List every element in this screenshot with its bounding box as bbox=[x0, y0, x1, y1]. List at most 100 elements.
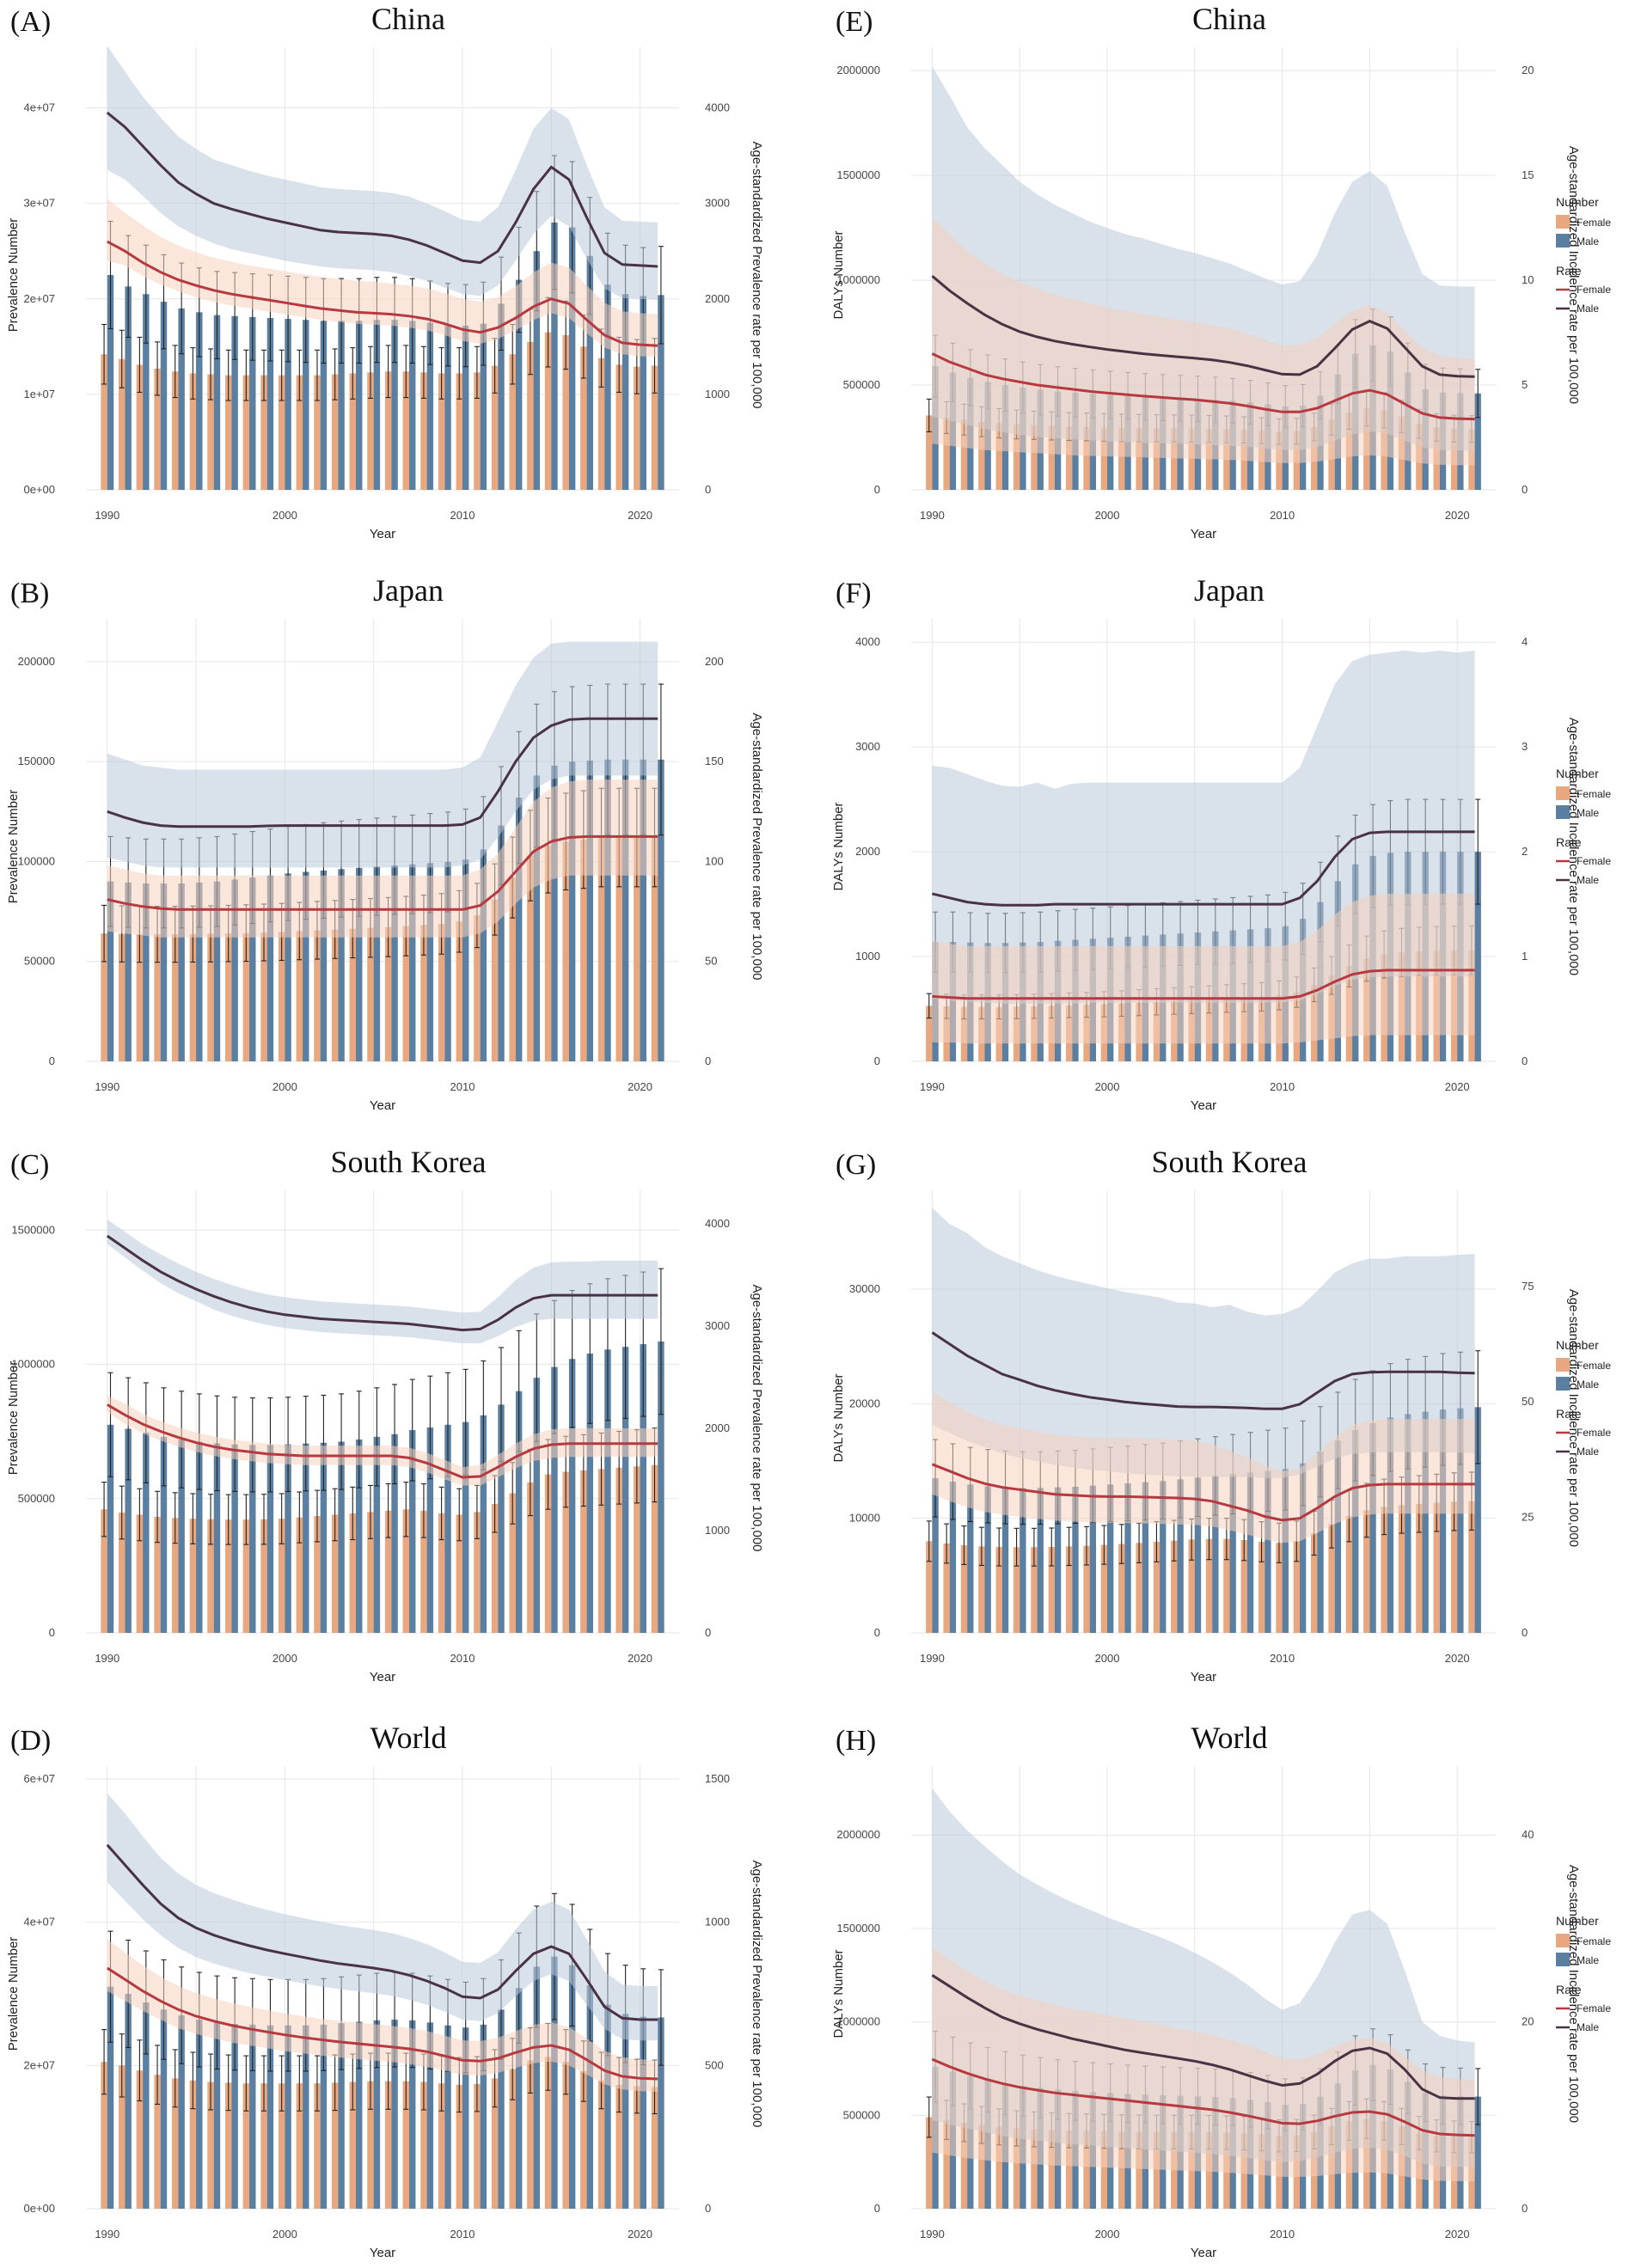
female-bar bbox=[527, 855, 534, 1061]
legend-male-label: Male bbox=[1577, 1379, 1599, 1391]
y2-axis-title: Age-standardized Incidence rate per 100,… bbox=[1566, 146, 1581, 404]
female-bar bbox=[420, 372, 427, 490]
x-tick-label: 2020 bbox=[628, 1080, 652, 1093]
female-bar bbox=[1450, 1501, 1458, 1633]
male-bar bbox=[622, 1347, 629, 1633]
female-bar bbox=[491, 899, 499, 1061]
panel-title: Japan bbox=[373, 573, 444, 608]
legend-female-swatch bbox=[1556, 1358, 1570, 1372]
y-tick-label: 1500000 bbox=[836, 168, 880, 181]
legend-number-title: Number bbox=[1556, 195, 1599, 209]
male-bar bbox=[1369, 1423, 1376, 1633]
y2-axis-title: Age-standardized Prevalence rate per 100… bbox=[750, 1860, 764, 2127]
male-bar bbox=[338, 869, 345, 1061]
female-bar bbox=[314, 1516, 321, 1633]
female-bar bbox=[224, 1519, 232, 1633]
female-rate-line bbox=[106, 1966, 658, 2081]
male-rate-line bbox=[106, 111, 658, 268]
x-tick-label: 1990 bbox=[920, 1652, 945, 1665]
male-bar bbox=[586, 255, 594, 490]
female-bar bbox=[207, 1519, 214, 1633]
male-bar bbox=[249, 316, 256, 490]
female-bar bbox=[1381, 1507, 1387, 1633]
x-tick-label: 2010 bbox=[450, 2228, 475, 2240]
female-bar bbox=[136, 934, 144, 1061]
male-bar bbox=[1001, 1487, 1009, 1633]
y-tick-label: 3e+07 bbox=[23, 197, 55, 210]
female-bar bbox=[154, 1517, 161, 1633]
female-bar bbox=[1118, 427, 1125, 490]
female-bar bbox=[562, 1471, 569, 1633]
male-bar bbox=[303, 320, 309, 490]
male-bar bbox=[320, 2024, 328, 2209]
male-bar bbox=[444, 2025, 451, 2209]
bars bbox=[926, 1407, 1481, 1633]
male-bar bbox=[1246, 1472, 1254, 1633]
y2-tick-label: 0 bbox=[705, 2202, 711, 2215]
male-bar bbox=[640, 759, 646, 1061]
female-bar bbox=[1205, 429, 1213, 490]
female-bar bbox=[242, 2083, 250, 2209]
male-bar bbox=[1177, 1479, 1184, 1633]
female-bar bbox=[278, 2083, 285, 2209]
female-bar bbox=[1118, 1544, 1125, 1633]
male-bar bbox=[231, 2024, 238, 2209]
female-bar bbox=[597, 2080, 605, 2209]
y-tick-label: 0 bbox=[49, 1626, 55, 1639]
y2-tick-label: 3000 bbox=[705, 197, 730, 210]
male-bar bbox=[551, 1366, 558, 1633]
female-rate-line bbox=[107, 1403, 658, 1479]
female-rate-band bbox=[932, 893, 1475, 1044]
female-bar bbox=[402, 371, 409, 490]
panel-title: Japan bbox=[1194, 573, 1265, 608]
male-bar bbox=[515, 279, 523, 490]
male-bar bbox=[320, 870, 328, 1061]
y2-tick-label: 0 bbox=[1522, 1626, 1528, 1639]
male-bar bbox=[480, 849, 487, 1061]
female-bar bbox=[438, 373, 445, 490]
female-bar bbox=[474, 915, 481, 1061]
female-bar bbox=[1345, 1516, 1353, 1633]
female-bar bbox=[634, 366, 640, 490]
female-bar bbox=[456, 1514, 462, 1633]
male-rate-band bbox=[107, 46, 658, 300]
male-bar bbox=[640, 1344, 646, 1633]
x-tick-label: 2010 bbox=[1270, 1652, 1295, 1665]
female-bar bbox=[101, 1509, 107, 1633]
female-bar bbox=[995, 1547, 1002, 1633]
x-tick-label: 2000 bbox=[1095, 1652, 1120, 1665]
male-bar bbox=[196, 1441, 203, 1633]
female-bar bbox=[1048, 1547, 1055, 1633]
x-tick-label: 2020 bbox=[1445, 1652, 1470, 1665]
male-rate-band bbox=[932, 1207, 1475, 1478]
male-bar bbox=[107, 1986, 114, 2209]
male-bar bbox=[480, 2024, 487, 2209]
y-tick-label: 30000 bbox=[849, 1282, 880, 1295]
panel-title: South Korea bbox=[1152, 1145, 1307, 1179]
female-bar bbox=[1048, 2130, 1055, 2209]
female-bar bbox=[331, 1514, 339, 1633]
x-axis-title: Year bbox=[370, 527, 395, 541]
y-tick-label: 1000 bbox=[855, 950, 880, 963]
female-bar bbox=[597, 1469, 605, 1633]
y-tick-label: 6e+07 bbox=[23, 1772, 55, 1785]
x-tick-label: 2010 bbox=[1270, 1080, 1295, 1093]
female-bar bbox=[1223, 1538, 1230, 1633]
female-bar bbox=[242, 1519, 250, 1633]
female-bar bbox=[615, 2084, 622, 2209]
male-bar bbox=[551, 765, 558, 1061]
male-bar bbox=[178, 308, 185, 490]
male-bar bbox=[196, 882, 203, 1061]
y-axis-title: Prevalence Number bbox=[6, 218, 21, 333]
male-bar bbox=[1474, 2096, 1481, 2209]
y-tick-label: 500000 bbox=[18, 1492, 55, 1505]
x-axis-title: Year bbox=[370, 1098, 395, 1113]
x-tick-label: 2010 bbox=[1270, 509, 1295, 522]
panel-label: (D) bbox=[10, 1725, 51, 1757]
y2-tick-label: 2000 bbox=[705, 1421, 730, 1434]
male-rate-band bbox=[107, 1793, 658, 2041]
male-bar bbox=[533, 1966, 541, 2209]
panel-title: China bbox=[1192, 2, 1266, 36]
x-tick-label: 1990 bbox=[920, 2228, 945, 2240]
male-bar bbox=[604, 284, 611, 490]
